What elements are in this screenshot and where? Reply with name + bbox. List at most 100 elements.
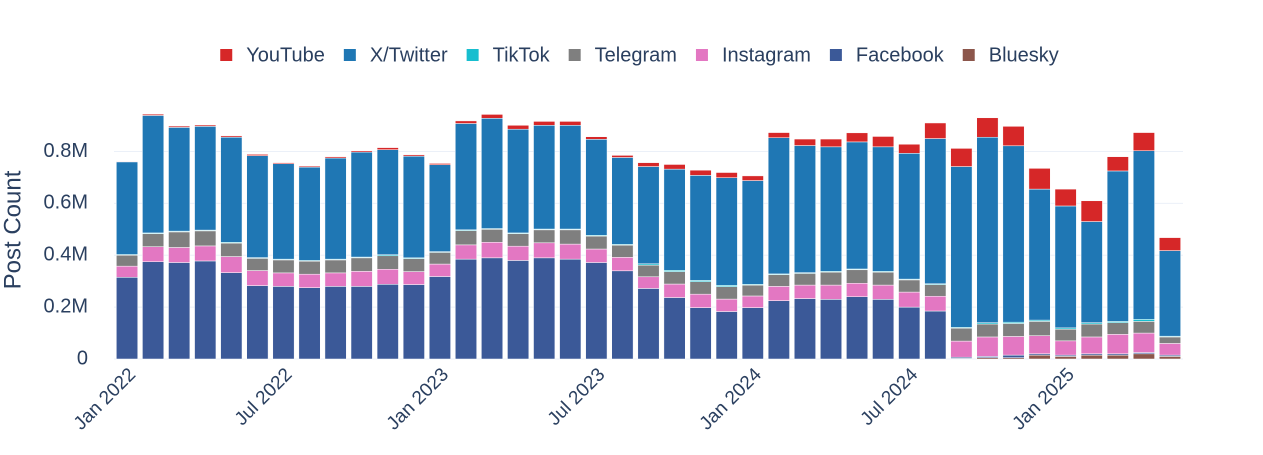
bar-segment	[1106, 170, 1129, 322]
bar-segment	[1080, 221, 1103, 323]
bar-segment	[142, 113, 165, 116]
bar-segment	[924, 122, 947, 139]
bar-segment	[559, 243, 582, 260]
bar-segment	[924, 310, 947, 360]
x-tick-label: Jul 2022	[231, 364, 297, 430]
bar-segment	[168, 231, 191, 248]
legend-label: Facebook	[856, 44, 945, 66]
bar-segment	[611, 157, 634, 245]
bar-segment	[507, 233, 530, 247]
bar-segment	[767, 286, 790, 301]
bar-segment	[507, 128, 530, 234]
bar-segment	[194, 124, 217, 127]
bar-segment	[298, 166, 321, 261]
bar-segment	[950, 327, 973, 342]
bar-segment	[1106, 334, 1129, 355]
bar-segment	[428, 263, 451, 277]
legend-swatch	[220, 49, 233, 61]
bar-segment	[1028, 354, 1051, 360]
bar-segment	[585, 139, 608, 236]
bar-segment	[142, 261, 165, 360]
bar-segment	[402, 258, 425, 272]
bar-segment	[924, 295, 947, 312]
bar-segment	[898, 306, 921, 360]
bar-segment	[715, 286, 738, 300]
bar-segment	[246, 285, 269, 360]
legend-label: Bluesky	[989, 44, 1059, 66]
bar-segment	[637, 276, 660, 289]
bar-segment	[350, 271, 373, 287]
bar-segment	[298, 165, 321, 168]
bar-segment	[298, 287, 321, 360]
legend-label: TikTok	[493, 44, 551, 66]
bar-segment	[898, 153, 921, 280]
bar-segment	[376, 284, 399, 360]
bar-segment	[637, 166, 660, 265]
y-tick-label: 0.2M	[44, 295, 88, 317]
bar-segment	[820, 299, 842, 360]
bar-segment	[1028, 188, 1051, 321]
legend-swatch	[962, 49, 975, 61]
bar-segment	[246, 270, 269, 286]
bar-segment	[1132, 132, 1155, 151]
bar-segment	[455, 123, 477, 231]
bar-segment	[1002, 336, 1025, 356]
bar-segment	[1159, 356, 1181, 360]
bar-segment	[898, 143, 921, 154]
legend-swatch	[568, 49, 581, 61]
bar-segment	[1132, 319, 1155, 322]
bar-segment	[689, 293, 712, 308]
bar-segment	[455, 120, 477, 124]
bar-segment	[1132, 353, 1155, 360]
bar-segment	[663, 168, 686, 271]
legend-swatch	[466, 49, 479, 61]
bar-segment	[1080, 354, 1103, 360]
bar-segment	[741, 295, 764, 308]
bar-segment	[976, 136, 999, 323]
bar-segment	[1159, 237, 1181, 251]
bar-segment	[142, 233, 165, 247]
bar-segment	[481, 118, 504, 229]
bar-segment	[585, 262, 608, 360]
bar-segment	[559, 258, 582, 360]
bar-segment	[402, 271, 425, 285]
bar-segment	[116, 161, 138, 163]
bar-segment	[872, 271, 895, 286]
bar-segment	[767, 137, 790, 275]
bar-segment	[455, 258, 477, 360]
bar-segment	[611, 244, 634, 258]
bar-segment	[1054, 356, 1077, 360]
x-tick-label: Jan 2022	[70, 364, 140, 434]
bar-segment	[220, 256, 243, 273]
bar-segment	[611, 270, 634, 360]
bar-segment	[559, 229, 582, 245]
bar-segment	[689, 281, 712, 295]
bar-segment	[1106, 354, 1129, 360]
bar-segment	[611, 155, 634, 158]
bar-segment	[585, 248, 608, 263]
legend-swatch	[695, 49, 708, 61]
bar-segment	[168, 125, 191, 128]
bar-segment	[1159, 336, 1181, 344]
bar-segment	[1159, 343, 1181, 356]
bar-segment	[402, 284, 425, 360]
bar-segment	[715, 311, 738, 360]
bar-segment	[220, 272, 243, 360]
bar-segment	[272, 286, 295, 360]
bar-segment	[324, 259, 347, 274]
bar-segment	[324, 286, 347, 360]
bar-segment	[194, 260, 217, 360]
bar-segment	[376, 255, 399, 270]
bar-segment	[116, 277, 138, 360]
y-tick-label: 0.8M	[44, 140, 88, 162]
bar-segment	[1002, 126, 1025, 147]
bar-segment	[1054, 188, 1077, 207]
bar-segment	[272, 162, 295, 164]
bar-segment	[741, 307, 764, 360]
bar-segment	[324, 272, 347, 287]
bar-segment	[350, 286, 373, 360]
bar-segment	[793, 284, 816, 299]
bar-segment	[585, 235, 608, 250]
bar-segment	[168, 127, 191, 232]
bar-segment	[1106, 322, 1129, 335]
